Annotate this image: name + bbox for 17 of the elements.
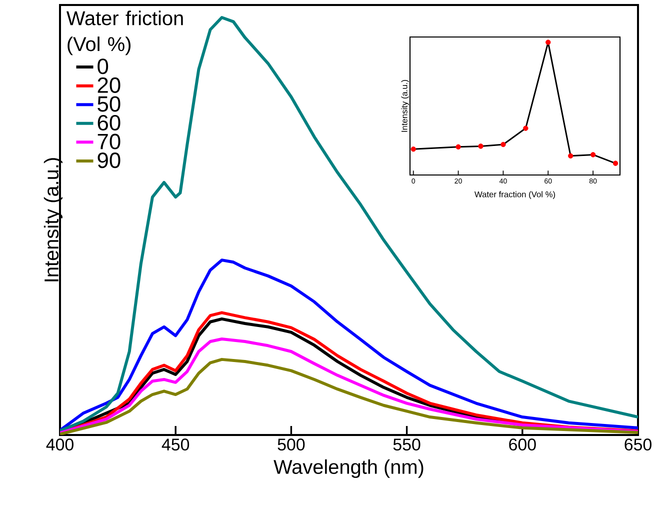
x-tick-label: 600 xyxy=(509,438,536,451)
legend-label: 70 xyxy=(98,134,120,150)
x-axis-title: Wavelength (nm) xyxy=(274,459,424,478)
legend-label: 90 xyxy=(98,152,120,168)
legend-title: Water friction (Vol %) xyxy=(66,10,183,56)
legend-label: 20 xyxy=(98,77,120,93)
x-tick-label: 650 xyxy=(624,438,652,451)
x-tick-label: 400 xyxy=(46,438,74,451)
y-axis-title: Intensity (a.u.) xyxy=(44,158,62,282)
legend-label: 60 xyxy=(98,114,120,131)
x-axis-title: Water fraction (Vol %) xyxy=(474,191,556,199)
legend-label: 50 xyxy=(98,96,120,112)
legend-label: 0 xyxy=(98,58,108,74)
x-tick-label: 450 xyxy=(162,438,190,451)
x-tick-label: 500 xyxy=(278,438,305,451)
x-tick-label: 550 xyxy=(393,438,420,451)
y-axis-title: Intensity (a.u.) xyxy=(401,80,409,132)
